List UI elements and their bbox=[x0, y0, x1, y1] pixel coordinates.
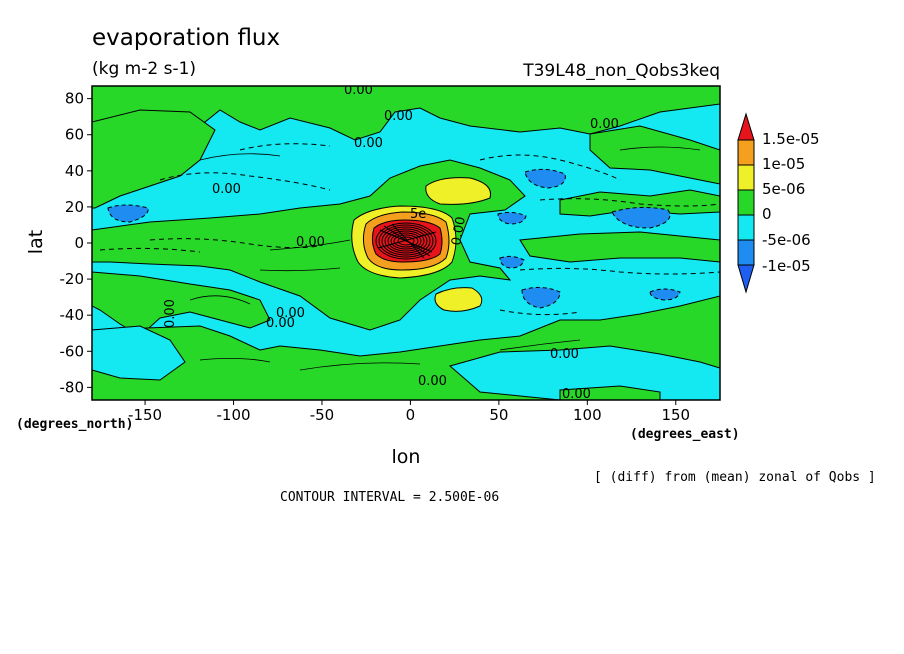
y-axis: 80 60 40 20 0 -20 -40 -60 -80 bbox=[60, 90, 92, 396]
contour-label: 5e bbox=[410, 207, 426, 222]
blue-patch bbox=[107, 204, 149, 223]
contour-labels: 0.00 0.00 0.00 0.00 0.00 0.00 0.00 0.00 … bbox=[163, 83, 619, 402]
blue-patch bbox=[649, 288, 681, 301]
contour-label: 0.00 bbox=[590, 117, 619, 132]
x-tick-label: 0 bbox=[406, 406, 416, 424]
colorbar-label: 1.5e-05 bbox=[762, 130, 820, 148]
core-contours bbox=[375, 222, 437, 260]
contour-label: 0.00 bbox=[296, 235, 325, 250]
ne-green-strip bbox=[559, 189, 720, 217]
contour-interval: CONTOUR INTERVAL = 2.500E-06 bbox=[280, 490, 499, 505]
x-axis-title: lon bbox=[392, 446, 421, 468]
y-tick-label: -20 bbox=[60, 270, 85, 288]
contour-label: 0.00 bbox=[550, 347, 579, 362]
yellow-patch-north bbox=[425, 177, 492, 205]
y-tick-label: -60 bbox=[60, 342, 85, 360]
contour-label: 0.00 bbox=[212, 182, 241, 197]
y-tick-label: 60 bbox=[65, 126, 84, 144]
diff-note: [ (diff) from (mean) zonal of Qobs ] bbox=[594, 470, 876, 485]
colorbar-label: 0 bbox=[762, 205, 772, 223]
blue-patch bbox=[611, 206, 671, 229]
contour-label: 0.00 bbox=[163, 299, 178, 328]
ne-green-lobe bbox=[589, 125, 720, 185]
chart-title: evaporation flux bbox=[92, 25, 280, 51]
y-tick-label: -40 bbox=[60, 306, 85, 324]
blue-patch bbox=[499, 255, 525, 269]
contour-label: 0.00 bbox=[354, 136, 383, 151]
x-tick-label: 150 bbox=[661, 406, 690, 424]
contour-label: 0.00 bbox=[266, 316, 295, 331]
colorbar-cell-blue bbox=[737, 239, 755, 266]
sw-green-region bbox=[92, 271, 271, 337]
x-tick-label: -50 bbox=[310, 406, 335, 424]
blue-patch bbox=[521, 286, 561, 309]
equatorial-green-band bbox=[92, 159, 526, 331]
colorbar-cell-orange bbox=[737, 139, 755, 166]
contour-label: 0.00 bbox=[344, 83, 373, 98]
colorbar-cell-green bbox=[737, 189, 755, 216]
run-label: T39L48_non_Qobs3keq bbox=[522, 61, 720, 81]
y-units-label: (degrees_north) bbox=[16, 417, 133, 432]
contour-field: 0.00 0.00 0.00 0.00 0.00 0.00 0.00 0.00 … bbox=[92, 83, 720, 402]
y-tick-label: 0 bbox=[74, 234, 84, 252]
colorbar-bottom-arrow bbox=[737, 264, 755, 294]
yellow-patch-south bbox=[434, 287, 483, 312]
blue-patch bbox=[497, 211, 527, 225]
y-tick-label: 80 bbox=[65, 90, 84, 108]
colorbar-label: -1e-05 bbox=[762, 257, 811, 275]
contour-label: 0.00 bbox=[449, 216, 469, 247]
x-axis: -150 -100 -50 0 50 100 150 bbox=[128, 400, 690, 424]
y-tick-label: 40 bbox=[65, 162, 84, 180]
se-cyan-pocket bbox=[448, 345, 720, 400]
y-axis-title: lat bbox=[25, 230, 47, 254]
colorbar-top-arrow bbox=[737, 112, 755, 141]
colorbar: 1.5e-05 1e-05 5e-06 0 -5e-06 -1e-05 bbox=[737, 112, 820, 294]
x-units-label: (degrees_east) bbox=[630, 427, 740, 442]
colorbar-label: 5e-06 bbox=[762, 180, 805, 198]
colorbar-label: -5e-06 bbox=[762, 231, 811, 249]
blue-patch bbox=[524, 168, 566, 189]
y-tick-label: 20 bbox=[65, 198, 84, 216]
east-green-band bbox=[519, 231, 720, 263]
positive-contours bbox=[189, 146, 701, 371]
se-green-sliver bbox=[559, 385, 661, 400]
colorbar-cell-yellow bbox=[737, 164, 755, 191]
nw-green-lobe bbox=[92, 109, 216, 209]
x-tick-label: -150 bbox=[128, 406, 162, 424]
chart-subtitle: (kg m-2 s-1) bbox=[92, 59, 196, 79]
negative-contours bbox=[99, 143, 720, 316]
colorbar-label: 1e-05 bbox=[762, 155, 805, 173]
contour-label: 0.00 bbox=[418, 374, 447, 389]
x-tick-label: 100 bbox=[573, 406, 602, 424]
contour-label: 0.00 bbox=[384, 109, 413, 124]
y-tick-label: -80 bbox=[60, 378, 85, 396]
contour-label: 0.00 bbox=[276, 306, 305, 321]
contour-label: 0.00 bbox=[562, 387, 591, 402]
x-tick-label: 50 bbox=[489, 406, 508, 424]
x-tick-label: -100 bbox=[216, 406, 250, 424]
sw-cyan-pocket bbox=[92, 325, 186, 381]
colorbar-cell-cyan bbox=[737, 214, 755, 241]
